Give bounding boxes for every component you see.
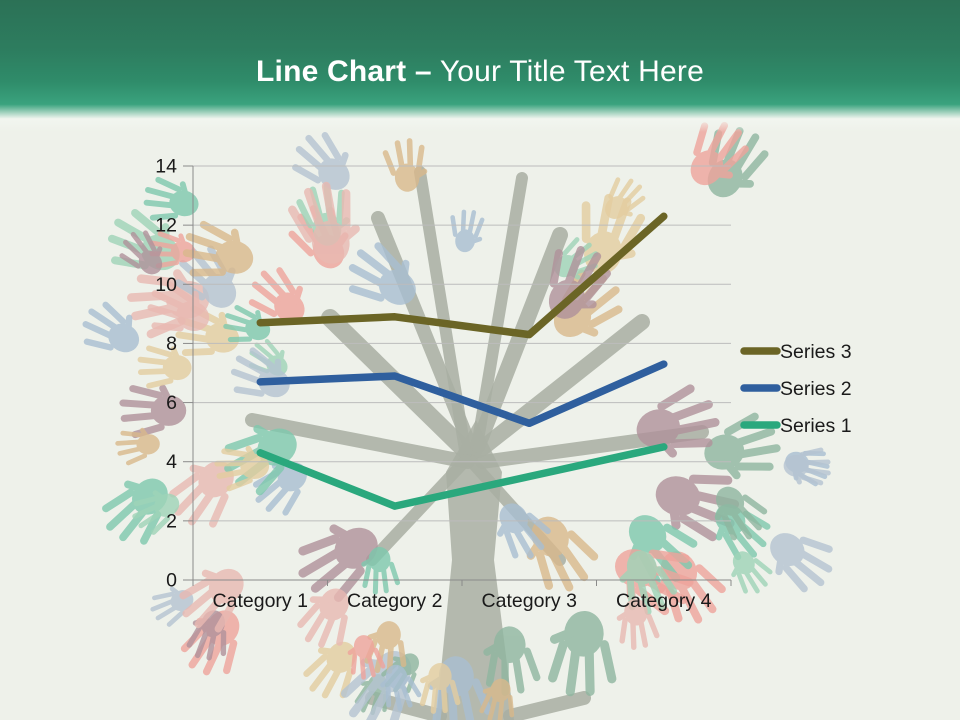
y-tick-label: 4 — [166, 451, 177, 473]
x-category-label: Category 3 — [482, 590, 577, 612]
slide-title: Line Chart – Your Title Text Here — [256, 55, 704, 89]
series-line-series-1 — [256, 443, 668, 510]
title-dash-glyph: – — [414, 55, 432, 88]
tree-branch — [366, 454, 472, 566]
x-category-label: Category 2 — [347, 590, 442, 612]
tree-branch — [245, 413, 475, 469]
y-tick-label: 10 — [155, 274, 177, 296]
title-dash — [406, 55, 415, 88]
slide-header: Line Chart – Your Title Text Here — [0, 0, 960, 132]
title-product: Line Chart — [256, 55, 407, 88]
y-tick-label: 6 — [166, 392, 177, 414]
x-category-label: Category 4 — [616, 590, 712, 612]
y-tick-label: 0 — [166, 570, 177, 592]
y-tick-label: 12 — [155, 215, 177, 237]
y-tick-label: 2 — [166, 510, 177, 532]
legend-label-3: Series 1 — [780, 415, 852, 437]
series-line-series-3 — [256, 212, 668, 339]
tree-branch — [321, 309, 479, 464]
y-tick-label: 14 — [155, 156, 177, 178]
title-space — [432, 55, 440, 88]
y-tick-label: 8 — [166, 333, 177, 355]
x-category-label: Category 1 — [213, 590, 308, 612]
series-line-series-2 — [256, 360, 668, 428]
legend-label-1: Series 3 — [780, 341, 852, 363]
legend-label-2: Series 2 — [780, 378, 852, 400]
tree-branch — [503, 691, 591, 720]
tree-branch — [414, 166, 472, 462]
title-placeholder: Your Title Text Here — [439, 55, 704, 88]
